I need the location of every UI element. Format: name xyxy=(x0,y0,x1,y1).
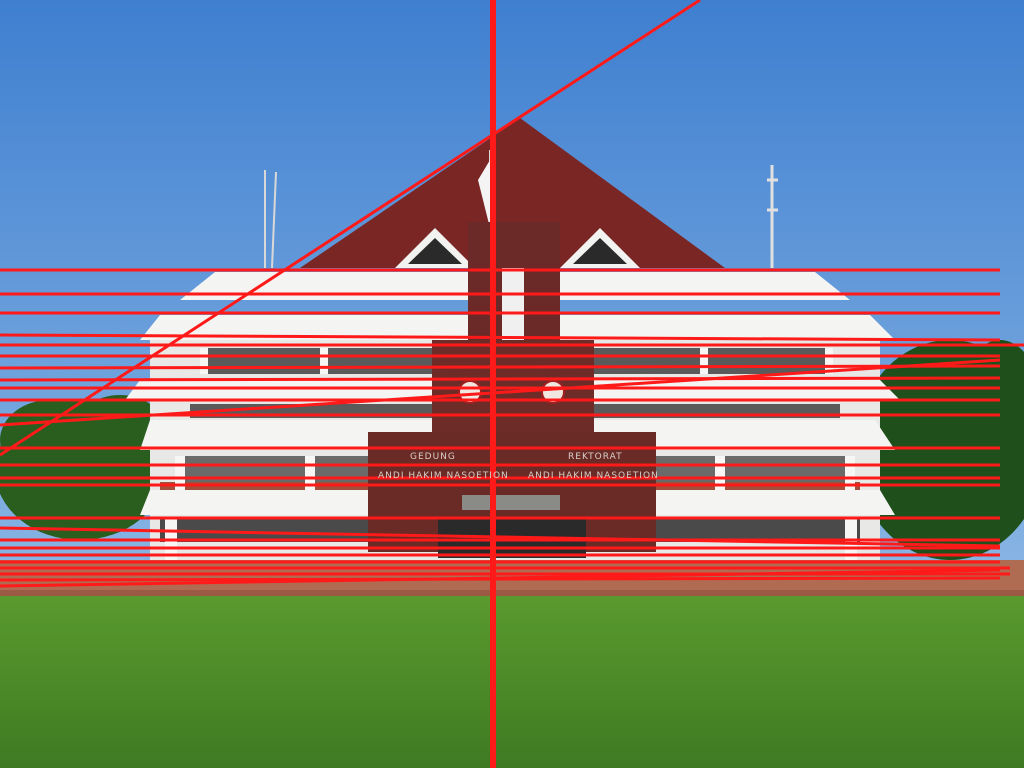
dormer-left xyxy=(395,228,475,268)
sign-left-line: ANDI HAKIM NASOETION xyxy=(378,471,509,481)
antenna-right-icon xyxy=(767,165,778,268)
flag-icon xyxy=(478,160,490,228)
sign-right-line: ANDI HAKIM NASOETION xyxy=(528,471,659,481)
antenna-left-icon xyxy=(264,170,277,269)
sign-top-right: REKTORAT xyxy=(568,452,623,462)
roof xyxy=(300,118,725,268)
sign-top-left: GEDUNG xyxy=(410,452,456,462)
dormer-right xyxy=(560,228,640,268)
lawn xyxy=(0,596,1024,768)
